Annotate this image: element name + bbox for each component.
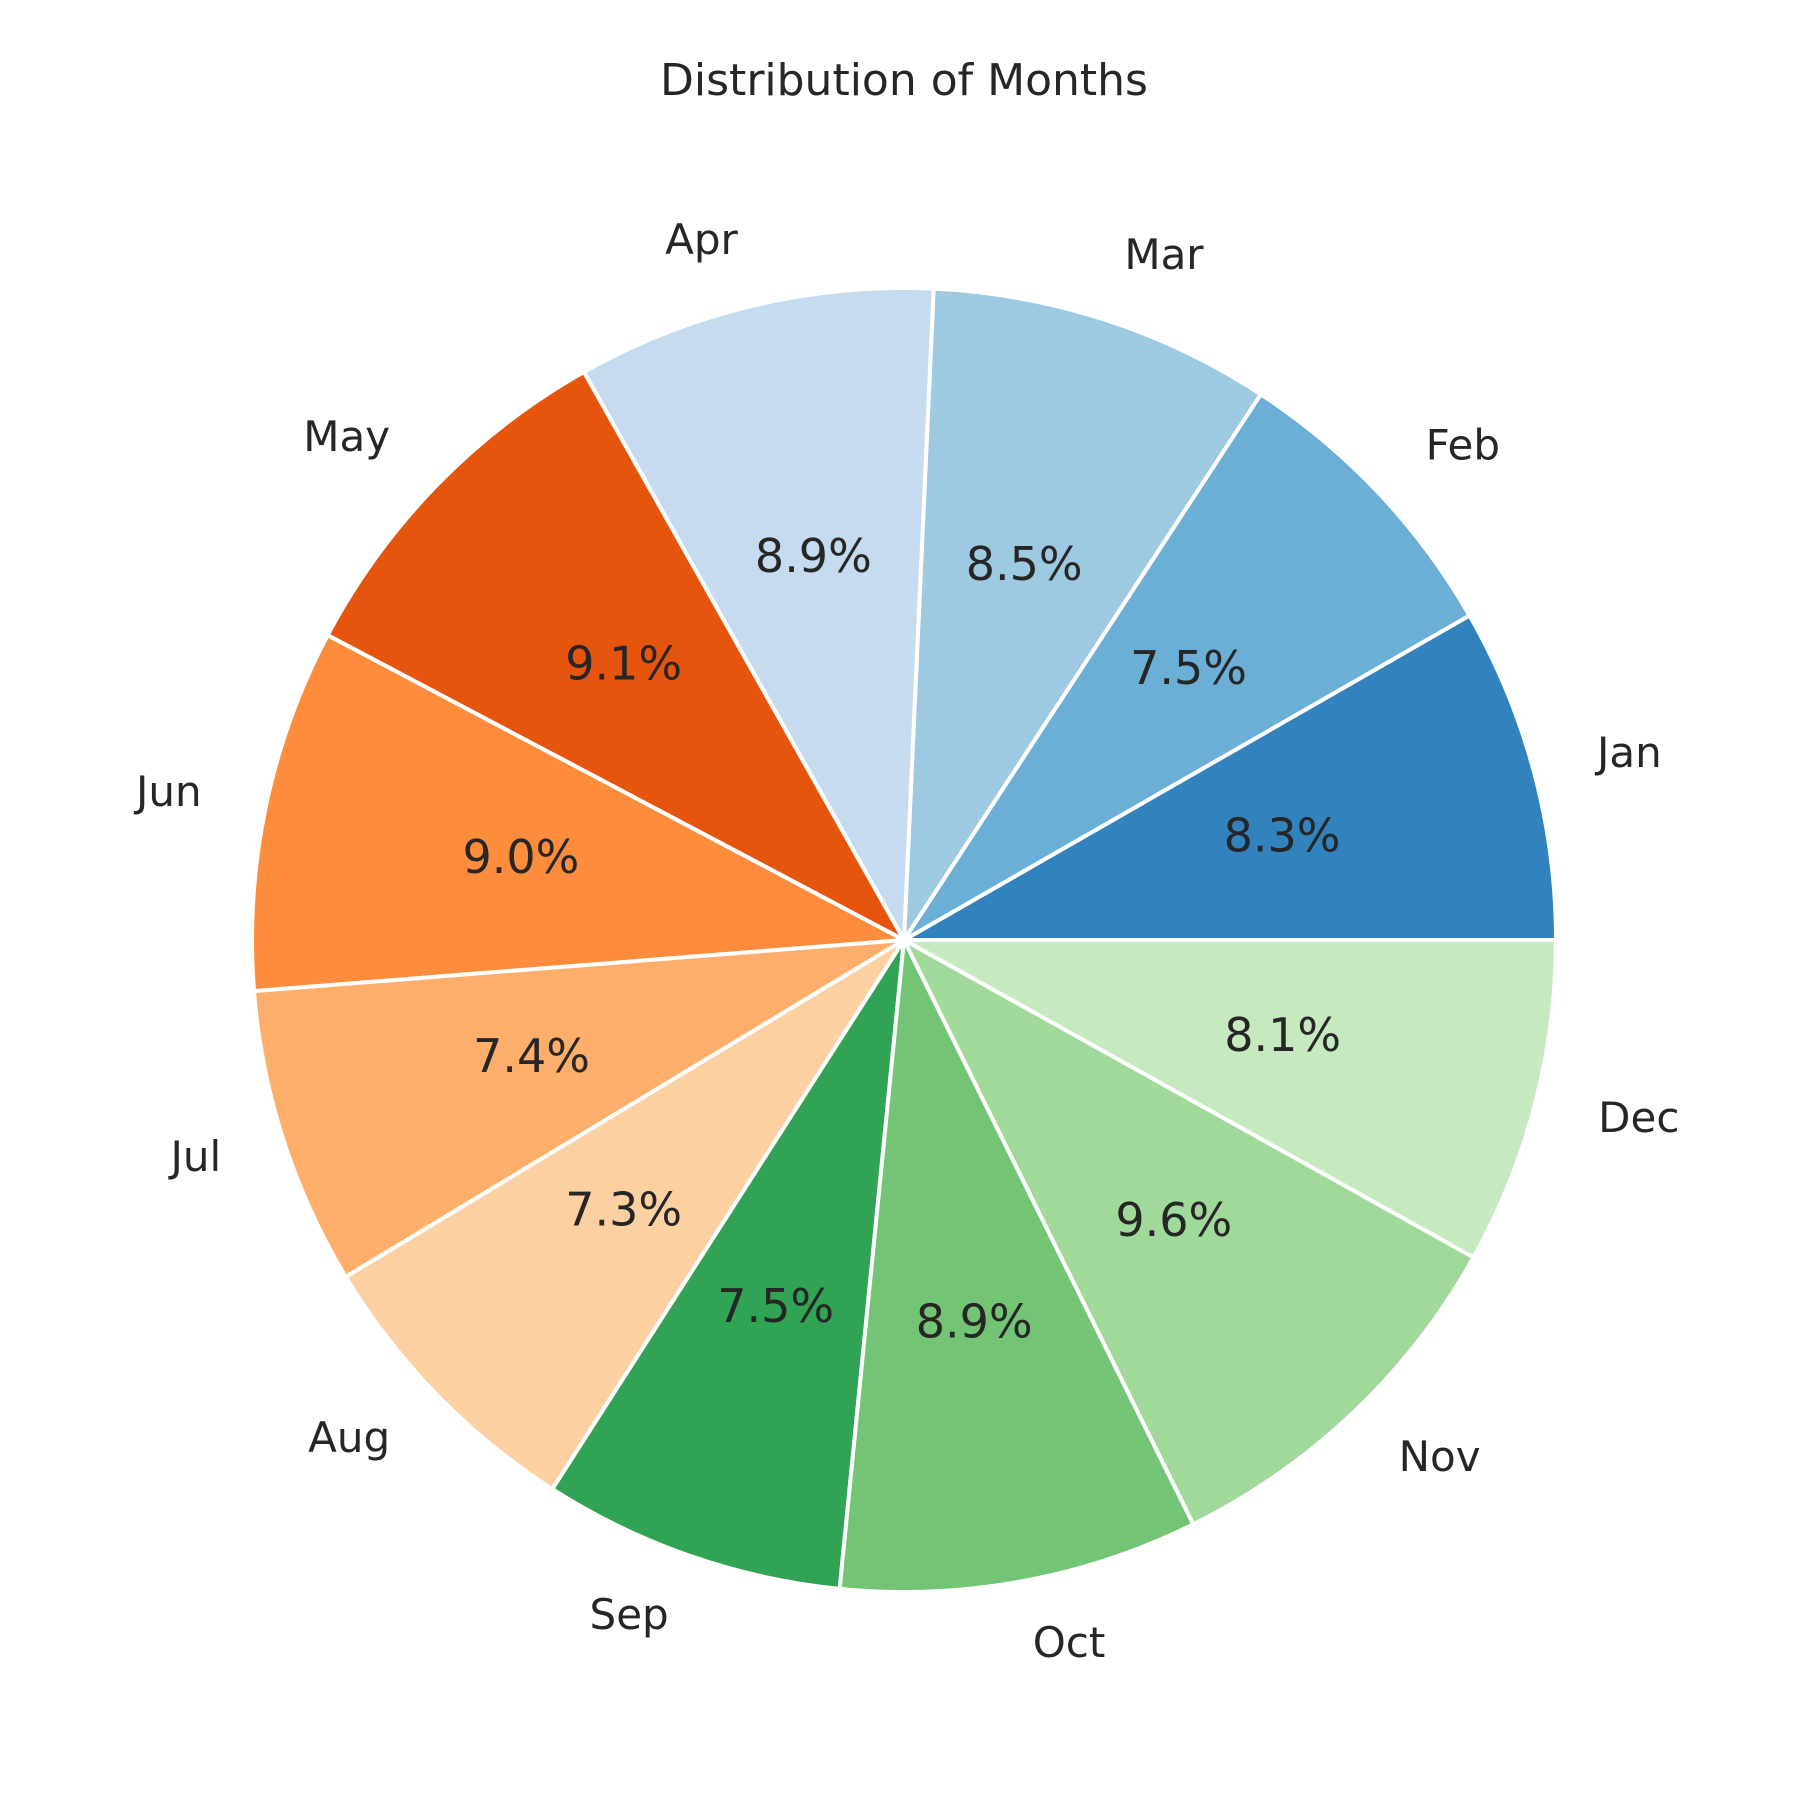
slice-pct-dec: 8.1%: [1224, 1008, 1341, 1062]
pie-slice-jun: [250, 633, 906, 994]
slice-label-nov: Nov: [1399, 1432, 1481, 1481]
chart-title: Distribution of Months: [660, 55, 1148, 106]
pie-labels: Jan 8.3% Feb 7.5% Mar 8.5% Apr 8.9% May 9.1% Jun 9.…: [133, 215, 1679, 1667]
slice-pct-jun: 9.0%: [462, 830, 579, 884]
pie-slice-nov: [902, 938, 1476, 1527]
slice-label-oct: Oct: [1033, 1618, 1106, 1667]
slice-pct-oct: 8.9%: [916, 1294, 1033, 1348]
slice-pct-apr: 8.9%: [755, 529, 872, 583]
slice-label-aug: Aug: [308, 1413, 390, 1462]
pie-slice-apr: [581, 286, 936, 942]
slice-label-sep: Sep: [590, 1590, 669, 1639]
pie-slice-jan: [902, 613, 1558, 942]
slice-label-jan: Jan: [1594, 728, 1662, 777]
slice-pct-jul: 7.4%: [473, 1029, 590, 1083]
slice-label-dec: Dec: [1598, 1093, 1679, 1142]
slice-label-apr: Apr: [665, 215, 738, 264]
slice-pct-jan: 8.3%: [1224, 809, 1341, 863]
pie-slice-feb: [902, 392, 1472, 942]
pie-slice-oct: [837, 938, 1196, 1594]
pie-slice-aug: [343, 938, 906, 1492]
slice-label-jun: Jun: [133, 767, 202, 816]
pie-slice-mar: [902, 286, 1263, 942]
slice-label-mar: Mar: [1124, 230, 1204, 279]
pie-slices: [250, 286, 1558, 1594]
slice-label-feb: Feb: [1426, 420, 1500, 469]
slice-pct-mar: 8.5%: [966, 537, 1083, 591]
pie-slice-jul: [252, 938, 906, 1279]
slice-pct-nov: 9.6%: [1115, 1193, 1232, 1247]
slice-pct-sep: 7.5%: [717, 1279, 834, 1333]
pie-slice-dec: [902, 938, 1558, 1260]
slice-pct-aug: 7.3%: [565, 1182, 682, 1236]
pie-slice-sep: [550, 938, 906, 1591]
slice-pct-may: 9.1%: [565, 637, 682, 691]
pie-slice-may: [325, 369, 906, 942]
slice-label-jul: Jul: [167, 1132, 221, 1181]
slice-pct-feb: 7.5%: [1130, 641, 1247, 695]
slice-label-may: May: [303, 412, 390, 461]
